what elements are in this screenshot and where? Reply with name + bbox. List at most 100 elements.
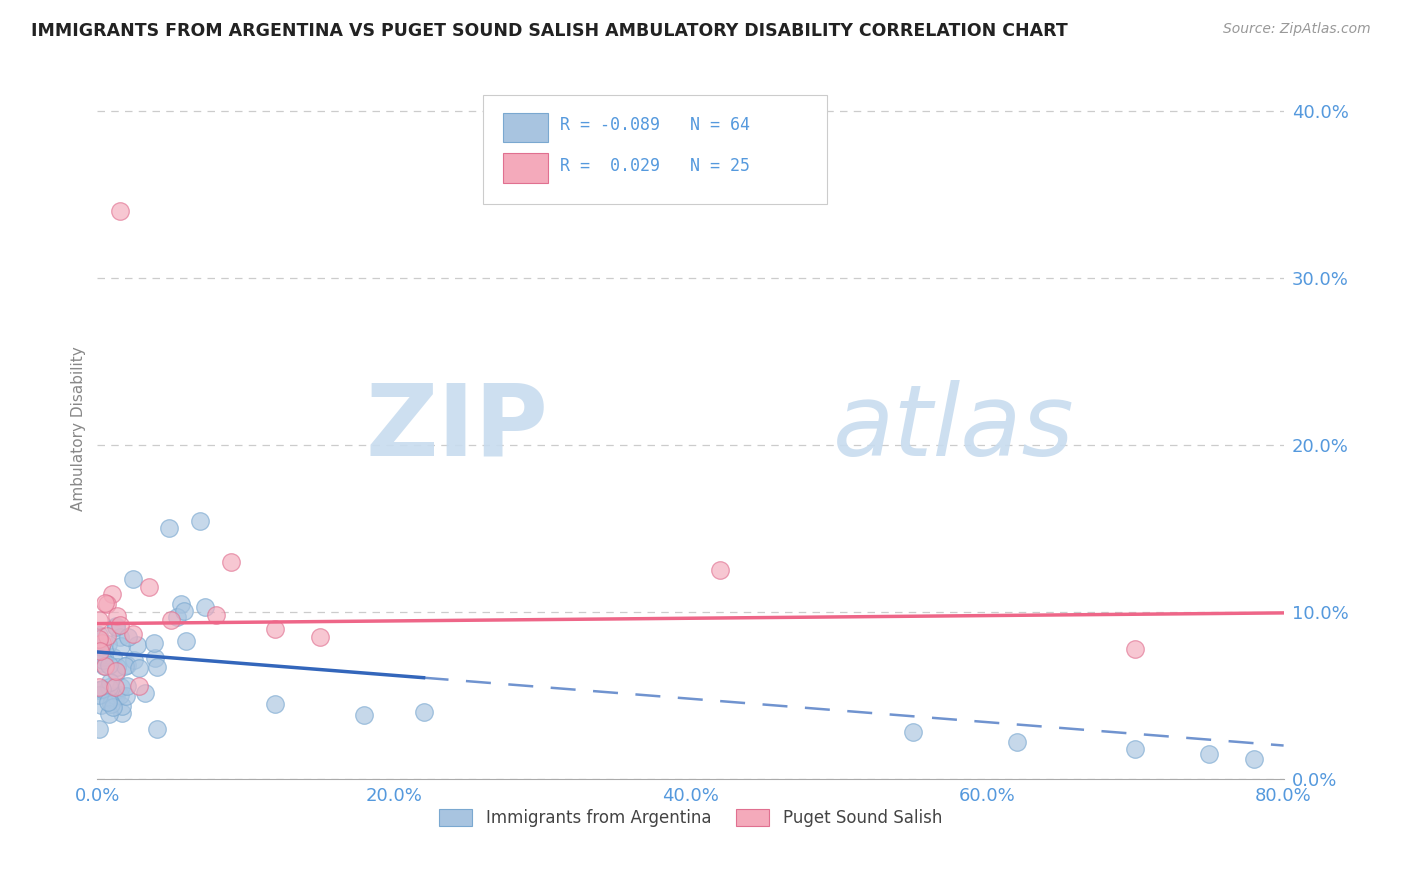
- Point: [188, 514, 211, 528]
- Point: [138, 580, 160, 594]
- Point: [159, 521, 181, 535]
- Point: [93, 659, 115, 673]
- Point: [93, 643, 115, 657]
- Point: [264, 697, 287, 711]
- Point: [110, 640, 132, 654]
- Point: [173, 604, 195, 618]
- Point: [100, 697, 122, 711]
- Point: [87, 614, 110, 628]
- Point: [170, 597, 193, 611]
- Point: [709, 563, 731, 577]
- Point: [176, 634, 198, 648]
- Point: [1243, 752, 1265, 766]
- Point: [97, 706, 120, 721]
- Point: [145, 722, 167, 736]
- Point: [353, 708, 375, 723]
- Point: [98, 675, 121, 690]
- FancyBboxPatch shape: [503, 153, 548, 183]
- Point: [122, 652, 145, 666]
- Point: [90, 636, 112, 650]
- Point: [108, 204, 131, 219]
- Point: [105, 608, 128, 623]
- Point: [1123, 641, 1146, 656]
- Text: R =  0.029   N = 25: R = 0.029 N = 25: [560, 157, 749, 175]
- Point: [87, 632, 110, 646]
- Point: [90, 681, 112, 696]
- Point: [94, 596, 117, 610]
- Point: [134, 686, 156, 700]
- Point: [87, 648, 110, 663]
- Point: [90, 698, 112, 712]
- Point: [115, 689, 138, 703]
- Point: [90, 640, 112, 654]
- Point: [264, 622, 287, 636]
- Point: [89, 688, 111, 702]
- Point: [107, 660, 129, 674]
- Point: [87, 722, 110, 736]
- Text: IMMIGRANTS FROM ARGENTINA VS PUGET SOUND SALISH AMBULATORY DISABILITY CORRELATIO: IMMIGRANTS FROM ARGENTINA VS PUGET SOUND…: [31, 22, 1067, 40]
- Point: [101, 692, 124, 706]
- Point: [89, 644, 111, 658]
- Point: [105, 665, 128, 679]
- Text: atlas: atlas: [832, 380, 1074, 476]
- Point: [87, 680, 110, 694]
- Point: [111, 699, 134, 714]
- Point: [110, 617, 132, 632]
- Point: [103, 650, 125, 665]
- Point: [97, 658, 120, 673]
- Point: [142, 636, 165, 650]
- Point: [87, 628, 110, 642]
- Point: [115, 657, 138, 672]
- Point: [110, 680, 132, 694]
- Y-axis label: Ambulatory Disability: Ambulatory Disability: [72, 346, 86, 510]
- Point: [105, 689, 128, 703]
- Point: [308, 630, 330, 644]
- Point: [90, 657, 112, 671]
- Point: [901, 725, 924, 739]
- Point: [97, 637, 120, 651]
- Point: [94, 659, 117, 673]
- Point: [143, 651, 166, 665]
- Text: R = -0.089   N = 64: R = -0.089 N = 64: [560, 116, 749, 134]
- Point: [127, 638, 149, 652]
- Point: [160, 613, 183, 627]
- Point: [114, 658, 136, 673]
- Point: [115, 679, 138, 693]
- Point: [105, 666, 128, 681]
- Point: [205, 608, 228, 623]
- Point: [104, 620, 127, 634]
- Point: [166, 609, 188, 624]
- Point: [1198, 747, 1220, 761]
- Point: [117, 630, 139, 644]
- Point: [104, 680, 127, 694]
- Point: [105, 619, 128, 633]
- Point: [103, 700, 125, 714]
- Point: [98, 680, 121, 694]
- Text: ZIP: ZIP: [366, 380, 548, 476]
- Point: [412, 705, 434, 719]
- Point: [96, 629, 118, 643]
- Point: [128, 679, 150, 693]
- Point: [110, 630, 132, 644]
- Point: [97, 695, 120, 709]
- Legend: Immigrants from Argentina, Puget Sound Salish: Immigrants from Argentina, Puget Sound S…: [432, 802, 949, 834]
- FancyBboxPatch shape: [503, 112, 548, 142]
- Point: [122, 626, 145, 640]
- Point: [111, 706, 134, 721]
- Point: [219, 555, 242, 569]
- Point: [91, 653, 114, 667]
- FancyBboxPatch shape: [482, 95, 827, 203]
- Point: [146, 660, 169, 674]
- Point: [108, 688, 131, 702]
- Point: [1123, 742, 1146, 756]
- Point: [96, 597, 118, 611]
- Point: [93, 650, 115, 665]
- Point: [87, 634, 110, 648]
- Text: Source: ZipAtlas.com: Source: ZipAtlas.com: [1223, 22, 1371, 37]
- Point: [121, 572, 143, 586]
- Point: [89, 682, 111, 697]
- Point: [194, 599, 217, 614]
- Point: [100, 587, 122, 601]
- Point: [128, 661, 150, 675]
- Point: [1005, 735, 1028, 749]
